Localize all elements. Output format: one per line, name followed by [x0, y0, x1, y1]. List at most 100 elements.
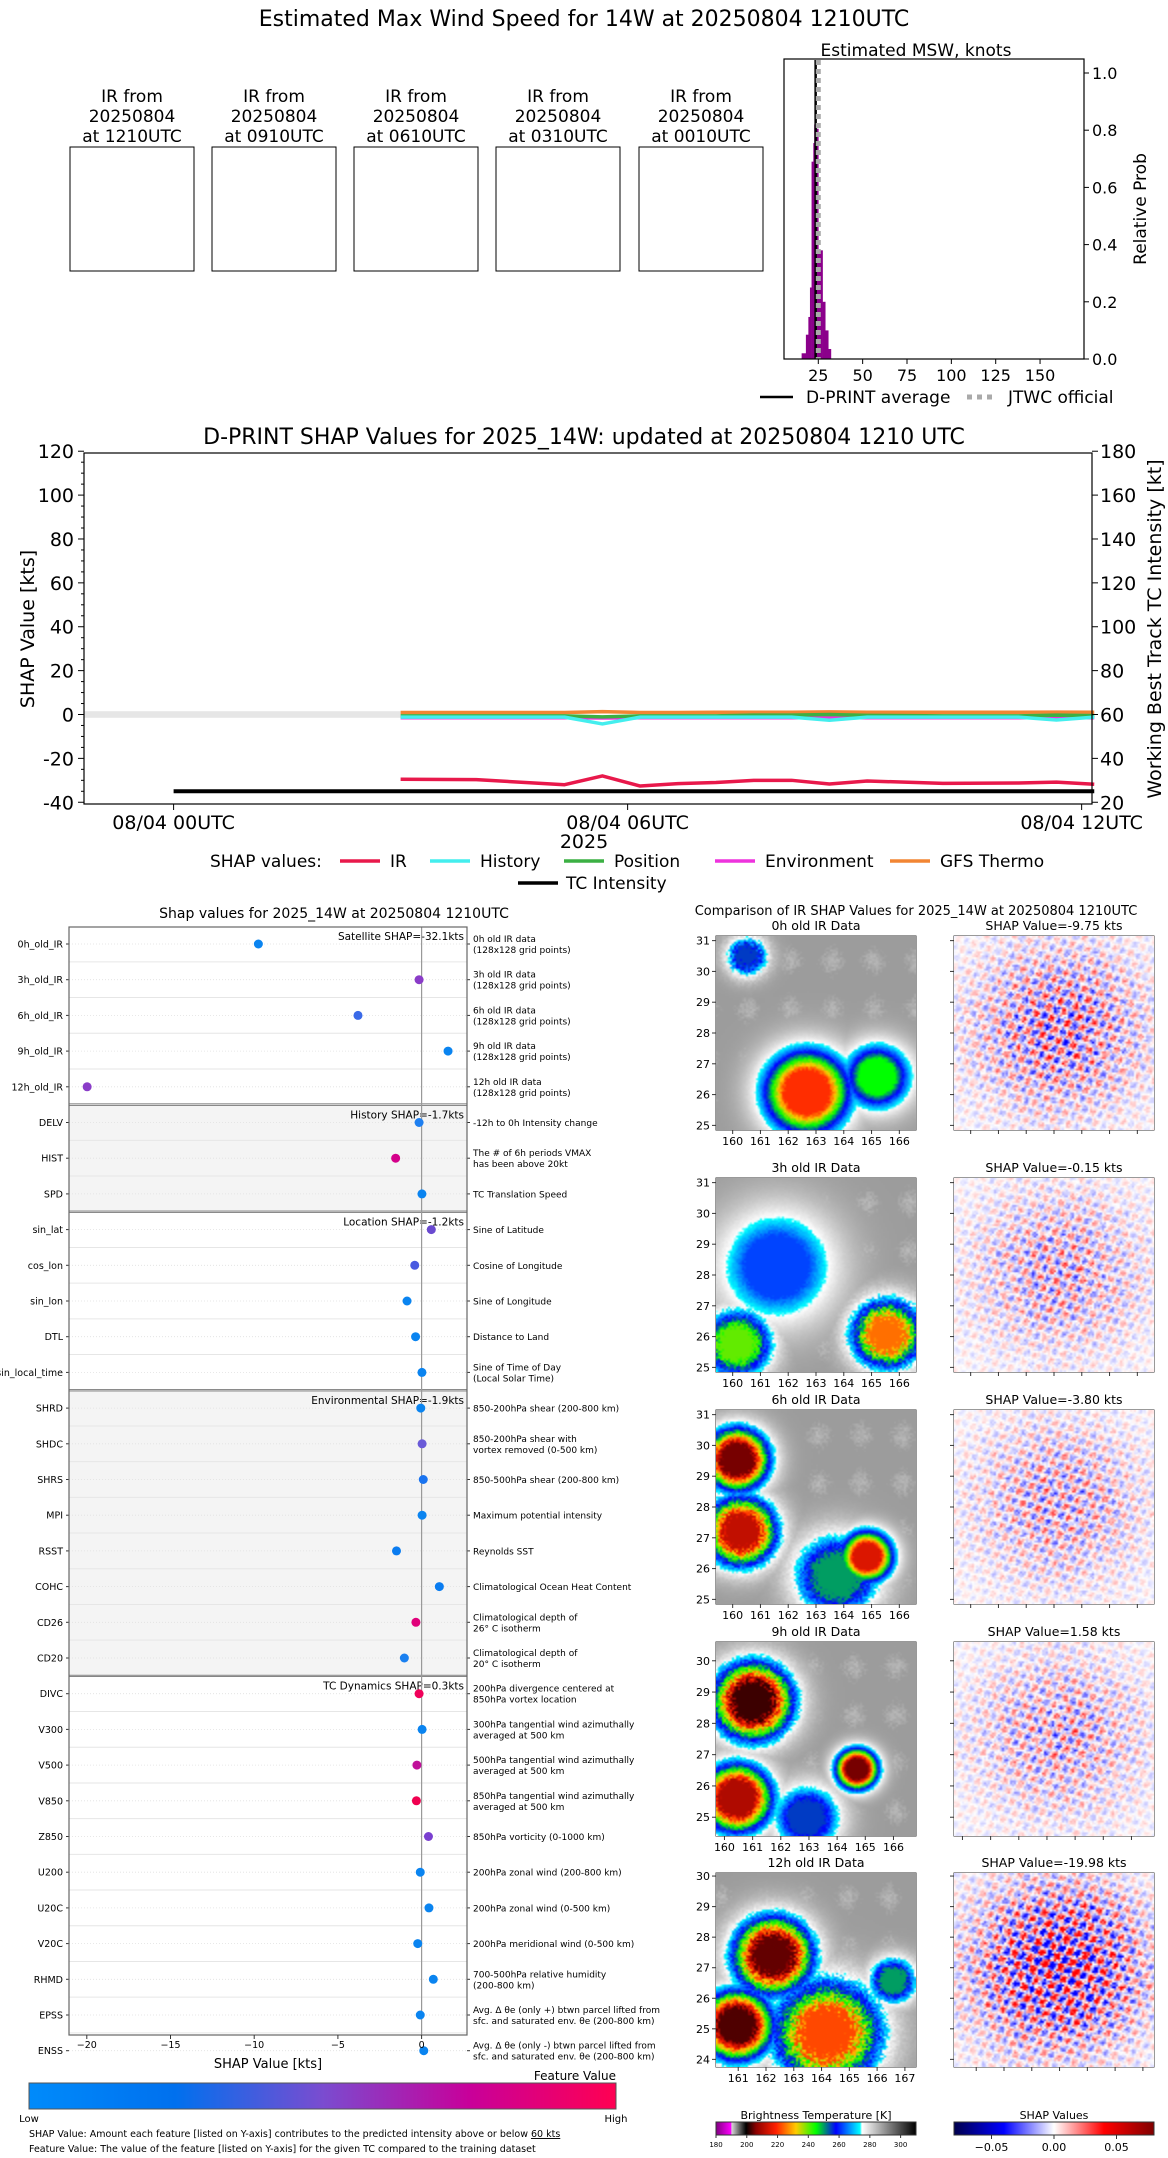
- feature-description-line: Climatological depth of: [473, 1649, 578, 1659]
- right-ytick-label: 100: [1100, 617, 1136, 639]
- lat-tick-label: 29: [696, 1901, 710, 1914]
- bt-colorbar-tick-label: 300: [894, 2141, 907, 2149]
- ir-thumbnail-label: at 0010UTC: [651, 127, 750, 147]
- shap-timeseries-title: D-PRINT SHAP Values for 2025_14W: update…: [203, 425, 965, 450]
- histogram-bar: [828, 348, 832, 359]
- histogram-bar: [808, 316, 811, 359]
- ir-thumbnail-label: 20250804: [231, 107, 318, 127]
- feature-description-line: 850hPa tangential wind azimuthally: [473, 1792, 635, 1802]
- lon-tick-label: 165: [839, 2072, 860, 2085]
- shap-point-12h_old_IR: [82, 1082, 92, 1092]
- feature-description-line: 26° C isotherm: [473, 1624, 541, 1634]
- feature-description: 200hPa zonal wind (0-500 km): [473, 1904, 610, 1914]
- lon-tick-label: 166: [889, 1377, 910, 1390]
- lon-tick-label: 163: [798, 1841, 819, 1854]
- feature-label: CD26: [37, 1618, 63, 1629]
- feature-description-line: averaged at 500 km: [473, 1803, 564, 1813]
- feature-description: Avg. Δ θe (only +) btwn parcel lifted fr…: [473, 2006, 660, 2027]
- feature-description-line: Climatological depth of: [473, 1613, 578, 1623]
- lat-tick-label: 25: [696, 1811, 710, 1824]
- feature-description-line: 500hPa tangential wind azimuthally: [473, 1756, 635, 1766]
- feature-description-line: 0h old IR data: [473, 935, 536, 945]
- histogram-ytick-label: 0.8: [1092, 121, 1117, 140]
- feature-description-line: Sine of Time of Day: [473, 1363, 562, 1373]
- histogram-xtick-label: 125: [980, 366, 1011, 385]
- feature-description: 850-500hPa shear (200-800 km): [473, 1476, 619, 1486]
- lon-tick-label: 164: [811, 2072, 832, 2085]
- ir-image: [716, 1642, 916, 1836]
- feature-description: Maximum potential intensity: [473, 1512, 603, 1522]
- ir-thumbnail-label: IR from: [385, 87, 447, 107]
- lon-tick-label: 162: [770, 1841, 791, 1854]
- lon-tick-label: 162: [778, 1609, 799, 1622]
- feature-description: 850-200hPa shear with vortex removed (0-5…: [473, 1435, 597, 1456]
- lat-tick-label: 28: [696, 1501, 710, 1514]
- feature-description-line: 200hPa meridional wind (0-500 km): [473, 1940, 634, 1950]
- feature-description-line: (128x128 grid points): [473, 1017, 571, 1027]
- lon-tick-label: 164: [827, 1841, 848, 1854]
- colorbar-low-label: Low: [19, 2114, 39, 2125]
- histogram-xtick-label: 100: [936, 366, 967, 385]
- lon-tick-label: 161: [750, 1377, 771, 1390]
- histogram-bar: [809, 287, 812, 359]
- histogram-bar: [825, 330, 829, 359]
- feature-description: Climatological Ocean Heat Content: [473, 1583, 632, 1593]
- shap-point-SHRD: [416, 1403, 426, 1413]
- shap-panel-title: SHAP Value=1.58 kts: [988, 1624, 1121, 1639]
- feature-description-line: Maximum potential intensity: [473, 1512, 603, 1522]
- left-ytick-label: -20: [43, 748, 74, 770]
- lat-tick-label: 30: [696, 965, 710, 978]
- feature-description: 200hPa zonal wind (200-800 km): [473, 1869, 622, 1879]
- shap-point-6h_old_IR: [353, 1010, 363, 1020]
- legend-label-position: Position: [614, 852, 680, 872]
- shap-map-image: [954, 1410, 1154, 1604]
- feature-description-line: 850hPa vortex location: [473, 1696, 577, 1706]
- feature-description-line: 700-500hPa relative humidity: [473, 1970, 607, 1980]
- shap-timeseries-ylabel: SHAP Value [kts]: [17, 550, 39, 708]
- feature-label: CD20: [37, 1654, 63, 1665]
- lon-tick-label: 164: [833, 1377, 854, 1390]
- left-ytick-label: 100: [38, 485, 74, 507]
- shap-point-V500: [412, 1760, 422, 1770]
- lat-tick-label: 29: [696, 1238, 710, 1251]
- lon-tick-label: 160: [722, 1609, 743, 1622]
- shap-point-sin_lon: [402, 1296, 412, 1306]
- feature-description-line: Avg. Δ θe (only -) btwn parcel lifted fr…: [473, 2042, 656, 2052]
- feature-description-line: Reynolds SST: [473, 1547, 534, 1557]
- shap-point-DTL: [411, 1332, 421, 1342]
- feature-description: Sine of Latitude: [473, 1226, 544, 1236]
- feature-label: SPD: [44, 1189, 63, 1200]
- left-ytick-label: 20: [50, 661, 74, 683]
- ir-thumbnail-frame: [495, 146, 621, 272]
- histogram-xtick-label: 75: [897, 366, 917, 385]
- shap-point-3h_old_IR: [414, 975, 424, 985]
- ir-image: [716, 1178, 916, 1372]
- feature-label: V500: [38, 1761, 63, 1772]
- shap-timeseries-xlabel: 2025: [560, 831, 608, 853]
- lat-tick-label: 29: [696, 1686, 710, 1699]
- shap-point-CD20: [399, 1653, 409, 1663]
- ir-thumbnail-label: 20250804: [89, 107, 176, 127]
- shap-colorbar-tick-label: 0.05: [1104, 2141, 1129, 2154]
- shap-point-MPI: [417, 1510, 427, 1520]
- lat-tick-label: 28: [696, 1269, 710, 1282]
- lat-tick-label: 30: [696, 1207, 710, 1220]
- feature-description-line: 850-200hPa shear with: [473, 1435, 577, 1445]
- lon-tick-label: 163: [806, 1609, 827, 1622]
- legend-label-gfs-thermo: GFS Thermo: [940, 852, 1044, 872]
- feature-description-line: 200hPa zonal wind (0-500 km): [473, 1904, 610, 1914]
- feature-label: Z850: [38, 1832, 63, 1843]
- feature-description-line: (Local Solar Time): [473, 1374, 554, 1384]
- right-ytick-label: 160: [1100, 485, 1136, 507]
- ir-image: [716, 936, 916, 1130]
- feature-description-line: 3h old IR data: [473, 971, 536, 981]
- ir-thumbnail-label: IR from: [527, 87, 589, 107]
- series-line-history: [400, 715, 1095, 726]
- legend-dprint-average-label: D-PRINT average: [806, 388, 950, 408]
- histogram-ytick-label: 1.0: [1092, 64, 1117, 83]
- feature-description: TC Translation Speed: [472, 1190, 567, 1200]
- ir-thumbnail-label: at 0910UTC: [224, 127, 323, 147]
- brightness-temperature-colorbar: [715, 2121, 917, 2136]
- shap-panel-title: SHAP Value=-19.98 kts: [981, 1855, 1126, 1870]
- histogram-bar: [805, 334, 809, 359]
